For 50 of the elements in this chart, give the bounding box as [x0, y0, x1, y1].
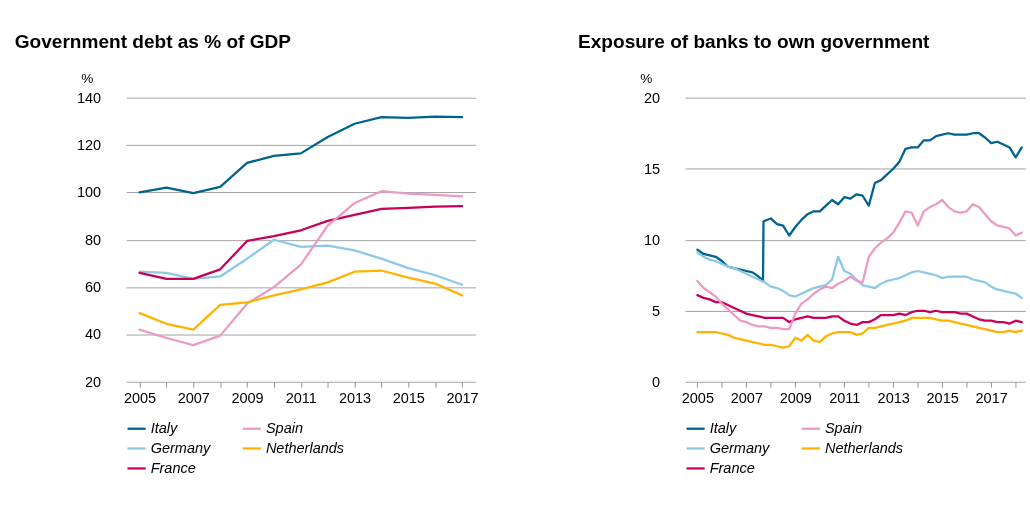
x-tick-label: 2009: [231, 390, 264, 407]
x-tick-label: 2017: [975, 390, 1008, 407]
y-tick-label: 20: [644, 89, 661, 106]
y-tick-label: 40: [85, 326, 102, 343]
line-series: [696, 251, 1023, 300]
chart-title: Government debt as % of GDP: [14, 30, 292, 52]
y-tick-label: 20: [85, 373, 102, 390]
legend-label: Germany: [150, 440, 212, 457]
y-axis-title: %: [81, 70, 94, 86]
legend-label: Spain: [824, 420, 862, 437]
y-tick-label: 60: [85, 279, 102, 296]
y-tick-label: 120: [76, 137, 102, 154]
legend-label: Netherlands: [265, 440, 345, 457]
x-tick-label: 2005: [681, 390, 714, 407]
line-series: [138, 205, 464, 280]
legend-label: Italy: [150, 420, 178, 437]
line-series: [696, 316, 1023, 349]
x-tick-label: 2009: [779, 390, 812, 407]
x-tick-label: 2017: [446, 390, 479, 407]
legend-label: Italy: [709, 420, 737, 437]
chart-title: Exposure of banks to own government: [578, 30, 931, 52]
x-tick-label: 2015: [392, 390, 425, 407]
x-tick-label: 2007: [730, 390, 763, 407]
y-axis-title: %: [640, 70, 653, 86]
line-series: [696, 198, 1023, 331]
legend-label: France: [150, 459, 196, 476]
legend-label: Spain: [265, 420, 303, 437]
x-tick-label: 2005: [123, 390, 157, 407]
y-tick-label: 10: [644, 231, 661, 248]
y-tick-label: 15: [644, 160, 661, 177]
x-tick-label: 2013: [877, 390, 910, 407]
x-tick-label: 2011: [285, 390, 317, 407]
x-tick-label: 2011: [829, 390, 861, 407]
legend-label: Netherlands: [824, 440, 904, 457]
line-series: [696, 132, 1023, 283]
y-tick-label: 0: [652, 373, 661, 390]
line-series: [138, 115, 464, 195]
legend-label: France: [709, 459, 755, 476]
x-tick-label: 2007: [177, 390, 210, 407]
line-series: [138, 190, 464, 347]
x-tick-label: 2013: [338, 390, 372, 407]
y-tick-label: 5: [652, 302, 661, 319]
x-tick-label: 2015: [926, 390, 959, 407]
line-series: [138, 269, 464, 331]
y-tick-label: 100: [76, 184, 102, 201]
y-tick-label: 140: [76, 89, 102, 106]
line-series: [696, 294, 1023, 327]
line-series: [138, 238, 464, 286]
legend-label: Germany: [709, 440, 771, 457]
y-tick-label: 80: [85, 231, 102, 248]
